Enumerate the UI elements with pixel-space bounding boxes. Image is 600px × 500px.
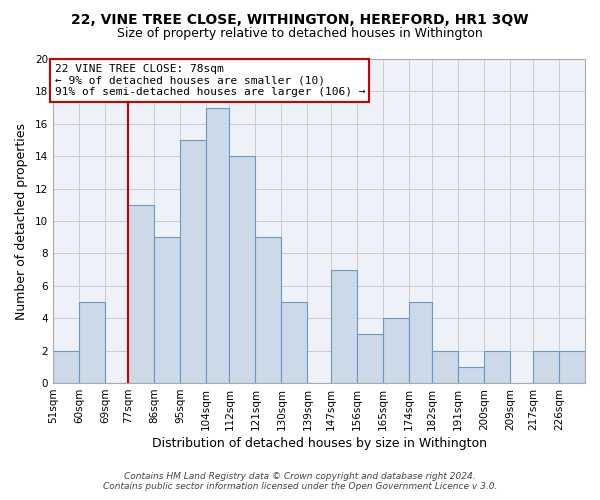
Bar xyxy=(383,318,409,383)
Bar xyxy=(180,140,206,383)
Bar xyxy=(79,302,105,383)
X-axis label: Distribution of detached houses by size in Withington: Distribution of detached houses by size … xyxy=(152,437,487,450)
Bar xyxy=(128,205,154,383)
Text: Size of property relative to detached houses in Withington: Size of property relative to detached ho… xyxy=(117,28,483,40)
Text: 22, VINE TREE CLOSE, WITHINGTON, HEREFORD, HR1 3QW: 22, VINE TREE CLOSE, WITHINGTON, HEREFOR… xyxy=(71,12,529,26)
Bar xyxy=(409,302,432,383)
Bar xyxy=(206,108,229,383)
Text: Contains HM Land Registry data © Crown copyright and database right 2024.
Contai: Contains HM Land Registry data © Crown c… xyxy=(103,472,497,491)
Bar xyxy=(154,237,180,383)
Bar xyxy=(281,302,307,383)
Bar xyxy=(229,156,256,383)
Bar xyxy=(331,270,356,383)
Bar xyxy=(559,350,585,383)
Bar xyxy=(458,367,484,383)
Y-axis label: Number of detached properties: Number of detached properties xyxy=(15,122,28,320)
Bar xyxy=(356,334,383,383)
Bar xyxy=(432,350,458,383)
Bar xyxy=(256,237,281,383)
Bar xyxy=(484,350,510,383)
Bar xyxy=(53,350,79,383)
Bar xyxy=(533,350,559,383)
Text: 22 VINE TREE CLOSE: 78sqm
← 9% of detached houses are smaller (10)
91% of semi-d: 22 VINE TREE CLOSE: 78sqm ← 9% of detach… xyxy=(55,64,365,97)
